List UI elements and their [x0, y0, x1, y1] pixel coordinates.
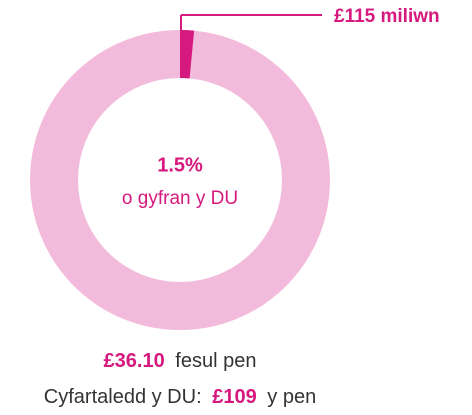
donut-track — [30, 30, 330, 330]
footer-line: Cyfartaledd y DU: £109 y pen — [44, 386, 316, 408]
footer-bold: £109 — [212, 386, 257, 408]
callout: £115 miliwn — [334, 6, 440, 27]
footer-bold: £36.10 — [104, 350, 165, 372]
value-label: 1.5% — [157, 154, 203, 176]
footer-text: fesul pen — [175, 350, 256, 372]
footer-line: £36.10 fesul pen — [104, 350, 257, 372]
donut-segment — [180, 30, 195, 79]
footer-text: y pen — [267, 386, 316, 408]
center-label: o gyfran y DU — [122, 188, 238, 209]
footer-text: Cyfartaledd y DU: — [44, 386, 202, 408]
